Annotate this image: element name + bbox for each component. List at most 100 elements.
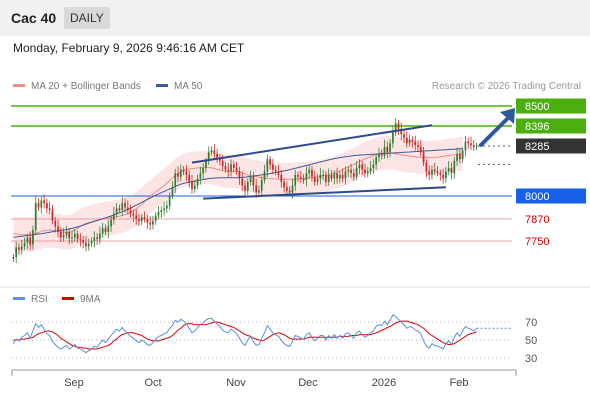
rsi-tick-50: 50: [525, 335, 537, 347]
candle-body: [436, 171, 439, 174]
legend-rsi-label: RSI: [31, 294, 48, 305]
candle-body: [140, 217, 143, 221]
candle-body: [79, 239, 82, 241]
candle-body: [383, 146, 386, 156]
candle-body: [269, 159, 271, 165]
candle-body: [59, 231, 62, 238]
legend-ma20-label: MA 20 + Bollinger Bands: [31, 81, 141, 92]
projection-arrow-head: [500, 108, 515, 124]
candle-body: [319, 174, 322, 179]
candle-body: [90, 241, 93, 244]
candle-body: [369, 167, 372, 172]
candle-body: [350, 169, 352, 174]
candle-body: [439, 173, 442, 175]
candle-body: [302, 178, 305, 181]
candle-body: [177, 173, 179, 177]
candle-body: [230, 164, 232, 172]
candle-body: [34, 203, 37, 230]
candle-body: [71, 237, 73, 239]
candle-body: [375, 157, 378, 165]
legend-ma50-label: MA 50: [174, 81, 203, 92]
legend-rsi: RSI: [13, 294, 48, 305]
legend-ma50: MA 50: [156, 81, 202, 92]
channel-lower: [203, 186, 446, 200]
candle-body: [472, 145, 475, 147]
candle-body: [316, 178, 319, 182]
candle-body: [138, 219, 140, 221]
candle-body: [258, 190, 260, 193]
candle-body: [417, 145, 419, 147]
level-tag-8285: [516, 138, 586, 154]
candle-body: [364, 169, 366, 174]
candle-body: [179, 169, 182, 177]
candle-body: [422, 152, 425, 163]
x-tick-label-2026: 2026: [372, 377, 396, 389]
candle-body: [87, 243, 90, 247]
candle-body: [288, 190, 291, 193]
candle-body: [135, 215, 138, 219]
candle-body: [428, 171, 431, 175]
timeframe-button[interactable]: DAILY: [64, 7, 110, 29]
candle-body: [168, 196, 171, 206]
legend-9ma: 9MA: [62, 294, 101, 305]
candle-body: [15, 247, 18, 257]
candle-body: [115, 208, 118, 214]
candle-body: [327, 174, 330, 182]
channel-upper: [191, 124, 433, 164]
candle-body: [433, 169, 436, 172]
candle-body: [344, 171, 347, 179]
instrument-symbol: Cac 40: [11, 10, 57, 26]
candle-body: [450, 167, 453, 174]
candle-body: [294, 174, 297, 186]
candle-body: [400, 128, 403, 135]
candle-body: [202, 167, 205, 174]
candle-body: [132, 213, 135, 216]
level-tag-8500: [516, 98, 586, 114]
candle-body: [333, 173, 336, 179]
ma50-line: [13, 148, 463, 238]
candle-body: [297, 174, 299, 177]
candle-body: [199, 173, 202, 179]
candle-body: [104, 228, 107, 232]
candle-body: [110, 219, 112, 227]
ma20-swatch: [13, 83, 25, 87]
candle-body: [397, 123, 400, 129]
candle-body: [470, 143, 472, 146]
candle-body: [12, 257, 15, 259]
candle-body: [246, 181, 249, 191]
candle-body: [255, 185, 258, 193]
candle-body: [232, 164, 235, 168]
candle-body: [235, 167, 238, 172]
candle-body: [352, 173, 355, 177]
candle-body: [57, 226, 59, 232]
ma50-swatch: [156, 83, 168, 87]
candle-body: [93, 237, 96, 241]
x-tick-label-nov: Nov: [226, 377, 246, 389]
candle-body: [82, 240, 85, 243]
candle-body: [43, 200, 45, 204]
candle-body: [442, 174, 444, 179]
bollinger-band: [13, 135, 463, 253]
candle-body: [40, 200, 43, 208]
candle-body: [277, 171, 280, 175]
rsi-swatch: [13, 296, 25, 300]
candle-body: [20, 246, 23, 250]
candle-body: [143, 217, 146, 219]
candle-body: [249, 176, 252, 182]
candle-body: [358, 164, 361, 168]
candle-body: [464, 141, 467, 151]
candle-body: [389, 143, 391, 153]
candle-body: [196, 178, 199, 186]
candle-body: [311, 169, 313, 177]
candle-body: [372, 164, 375, 168]
candle-body: [458, 153, 461, 160]
candle-body: [285, 187, 288, 191]
level-label-8500: 8500: [525, 101, 549, 113]
candle-body: [408, 139, 411, 144]
candle-body: [411, 139, 414, 142]
candle-body: [266, 159, 269, 172]
candle-body: [154, 215, 157, 221]
candle-body: [76, 233, 79, 240]
candle-body: [274, 169, 277, 172]
